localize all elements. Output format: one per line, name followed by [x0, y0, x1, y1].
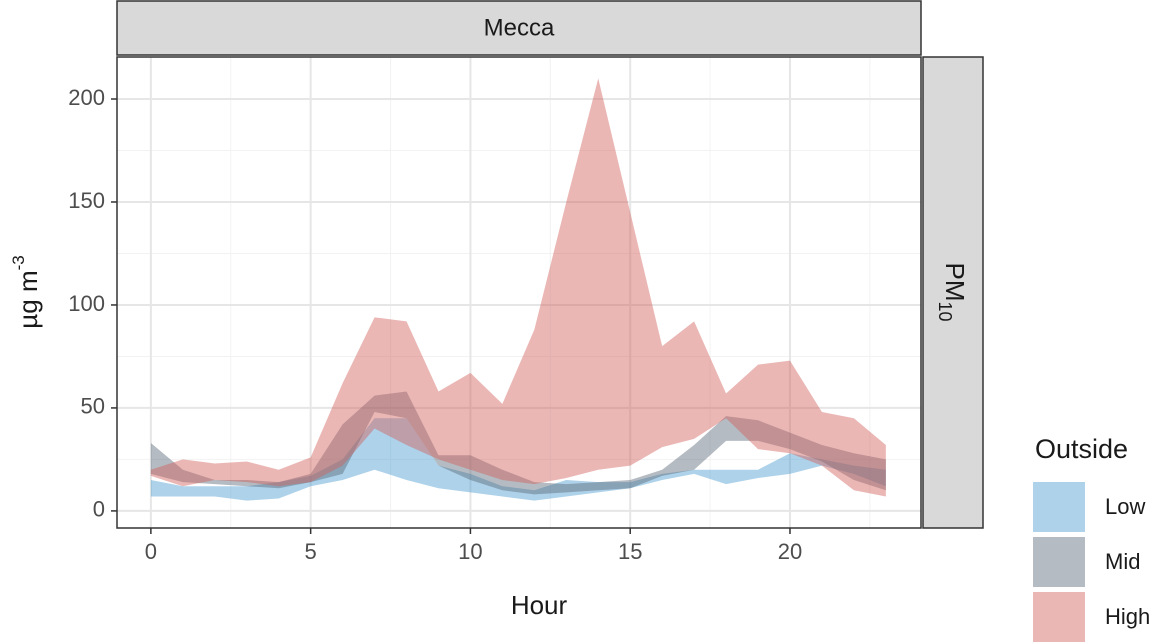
- y-tick-label: 200: [68, 85, 105, 110]
- ribbon: [150, 391, 886, 495]
- ribbon: [150, 78, 886, 497]
- legend-key: [1033, 537, 1085, 587]
- strip-right: [922, 56, 984, 529]
- y-tick-label: 100: [68, 291, 105, 316]
- x-tick-label: 10: [458, 539, 482, 564]
- legend-key: [1033, 482, 1085, 532]
- strip-top: [116, 0, 922, 56]
- strip-right-sub: 10: [935, 301, 955, 321]
- x-tick-label: 5: [305, 539, 317, 564]
- strip-top-label: Mecca: [484, 14, 555, 41]
- legend: Low Mid High: [1033, 482, 1150, 642]
- strip-right-base: PM: [940, 262, 970, 301]
- x-tick-label: 0: [145, 539, 157, 564]
- plot-area: [117, 57, 921, 528]
- y-title-base: µg m: [13, 270, 43, 328]
- panel-border: [116, 56, 922, 529]
- panel-bg: [117, 57, 921, 528]
- legend-title: Outside: [1035, 434, 1128, 464]
- legend-label: Low: [1105, 494, 1145, 519]
- y-tick-label: 150: [68, 188, 105, 213]
- y-tick-label: 0: [93, 497, 105, 522]
- strip-right-label: PM10: [935, 262, 970, 321]
- legend-label: Mid: [1105, 549, 1140, 574]
- ribbon: [150, 418, 886, 501]
- legend-key: [1033, 592, 1085, 642]
- y-axis-title: µg m-3: [9, 255, 42, 328]
- legend-label: High: [1105, 604, 1150, 629]
- y-title-sup: -3: [9, 255, 28, 270]
- y-tick-label: 50: [81, 394, 105, 419]
- x-axis-title: Hour: [511, 590, 568, 620]
- x-tick-label: 15: [618, 539, 642, 564]
- x-tick-label: 20: [778, 539, 802, 564]
